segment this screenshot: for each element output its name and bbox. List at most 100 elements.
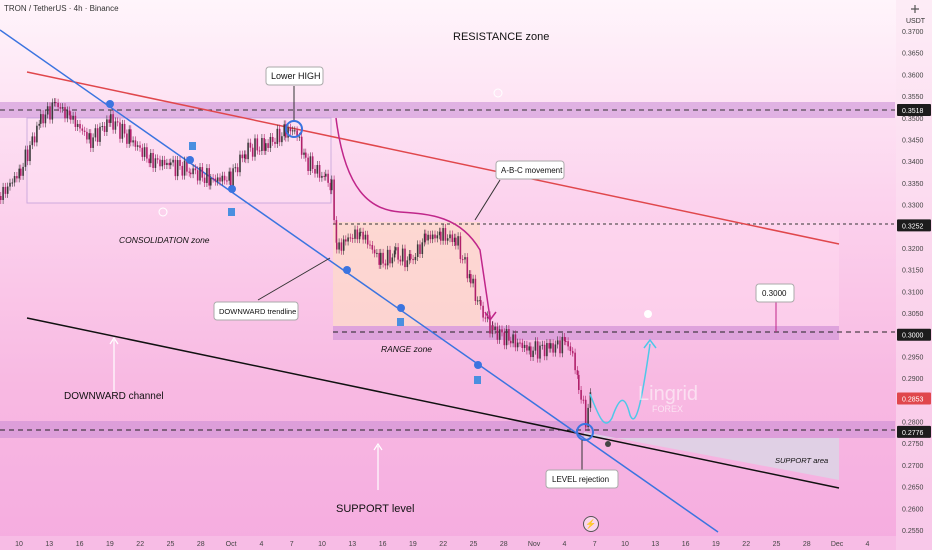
candle-body	[261, 138, 263, 151]
candle-body	[245, 154, 247, 160]
candle-body	[36, 125, 38, 143]
price-tick-label: 0.3600	[902, 72, 924, 79]
candle-body	[276, 128, 279, 144]
svg-text:0.3000: 0.3000	[902, 333, 924, 340]
candle-body	[300, 136, 303, 155]
candle-body	[199, 167, 201, 181]
plus-icon[interactable]	[910, 4, 920, 14]
candle-body	[393, 250, 396, 258]
candle-body	[256, 138, 259, 151]
candle-body	[548, 343, 550, 349]
candle-body	[503, 332, 506, 346]
price-axis[interactable]: 0.3700 0.3650 0.3600 0.3550 0.3500 0.3450 0.34…	[897, 29, 931, 535]
time-tick-label: 10	[621, 541, 629, 548]
candle-body	[83, 130, 86, 132]
candle-body	[103, 126, 106, 132]
price-tick-label: 0.3050	[902, 311, 924, 318]
candle-body	[373, 249, 376, 254]
candle-body	[484, 317, 487, 319]
candle-body	[489, 315, 491, 334]
time-axis-bg[interactable]	[0, 536, 896, 550]
candles	[0, 98, 592, 432]
abc-arrowhead	[484, 311, 497, 322]
candle-body	[128, 129, 130, 144]
candle-body	[223, 175, 226, 181]
lightning-icon[interactable]: ⚡	[583, 516, 599, 532]
candle-body	[139, 145, 141, 148]
candle-body	[86, 131, 88, 140]
abc-movement-path	[335, 117, 491, 319]
candle-body	[587, 407, 589, 428]
candle-body	[94, 128, 97, 138]
candle-body	[423, 233, 426, 243]
candle-body	[81, 128, 84, 131]
support-arrowhead	[373, 442, 383, 451]
candle-body	[298, 136, 301, 138]
candle-body	[539, 345, 541, 359]
candle-body	[412, 258, 414, 261]
candle-body	[70, 115, 72, 120]
time-tick-label: 13	[45, 541, 53, 548]
candle-body	[461, 259, 464, 261]
candle-body	[550, 343, 552, 349]
candle-body	[132, 140, 134, 143]
candle-body	[123, 123, 126, 134]
price-axis-bg[interactable]	[896, 0, 932, 550]
candle-body	[567, 341, 569, 347]
candle-body	[174, 159, 177, 177]
projection-path	[589, 343, 651, 424]
price-tick-label: 0.3500	[902, 116, 924, 123]
candle-body	[492, 325, 494, 331]
price-badge: 0.2776	[897, 425, 931, 438]
price-tick-label: 0.3700	[902, 29, 924, 36]
price-tick-label: 0.2900	[902, 376, 924, 383]
candle-body	[163, 159, 166, 166]
candle-body	[116, 121, 119, 123]
candle-body	[212, 178, 214, 180]
candle-body	[425, 233, 427, 241]
candle-body	[172, 159, 174, 163]
candle-body	[565, 341, 567, 343]
price-tick-label: 0.2650	[902, 485, 924, 492]
price-tick-label: 0.3550	[902, 94, 924, 101]
price-badge: 0.3252	[897, 219, 931, 232]
time-tick-label: 4	[562, 541, 566, 548]
candle-body	[323, 175, 325, 177]
candle-body	[366, 234, 369, 245]
time-tick-label: 25	[167, 541, 175, 548]
candle-body	[582, 399, 585, 401]
candle-body	[508, 329, 510, 341]
candle-body	[92, 137, 94, 148]
downward-channel-label: DOWNWARD channel	[64, 391, 164, 402]
lower-high-label: Lower HIGH	[271, 71, 321, 81]
candle-body	[459, 236, 462, 260]
candle-body	[38, 123, 40, 126]
price-tick-label: 0.3300	[902, 203, 924, 210]
candle-body	[338, 242, 340, 250]
price-badge: 0.3518	[897, 103, 931, 116]
candle-body	[327, 173, 329, 183]
candle-body	[498, 329, 501, 340]
candle-body	[13, 176, 16, 183]
price-tick-label: 0.3650	[902, 51, 924, 58]
candle-body	[395, 247, 397, 251]
time-axis[interactable]: 10 13 16 19 22 25 28 Oct 4 7 10 13 16 19 22 25 28 Nov 4 7 10…	[15, 541, 869, 548]
candle-body	[166, 162, 168, 166]
time-tick-label: 19	[712, 541, 720, 548]
candle-body	[347, 237, 349, 242]
time-tick-label: 22	[136, 541, 144, 548]
time-tick-label: Nov	[528, 541, 541, 548]
candle-body	[543, 344, 546, 357]
candle-body	[190, 172, 192, 175]
candle-body	[188, 171, 190, 173]
candle-body	[281, 136, 283, 143]
candle-body	[241, 154, 244, 159]
time-tick-label: 19	[106, 541, 114, 548]
candle-body	[351, 237, 354, 239]
svg-text:0.2776: 0.2776	[902, 430, 924, 437]
candle-body	[349, 237, 352, 239]
candle-body	[267, 143, 269, 148]
candle-body	[474, 278, 477, 302]
